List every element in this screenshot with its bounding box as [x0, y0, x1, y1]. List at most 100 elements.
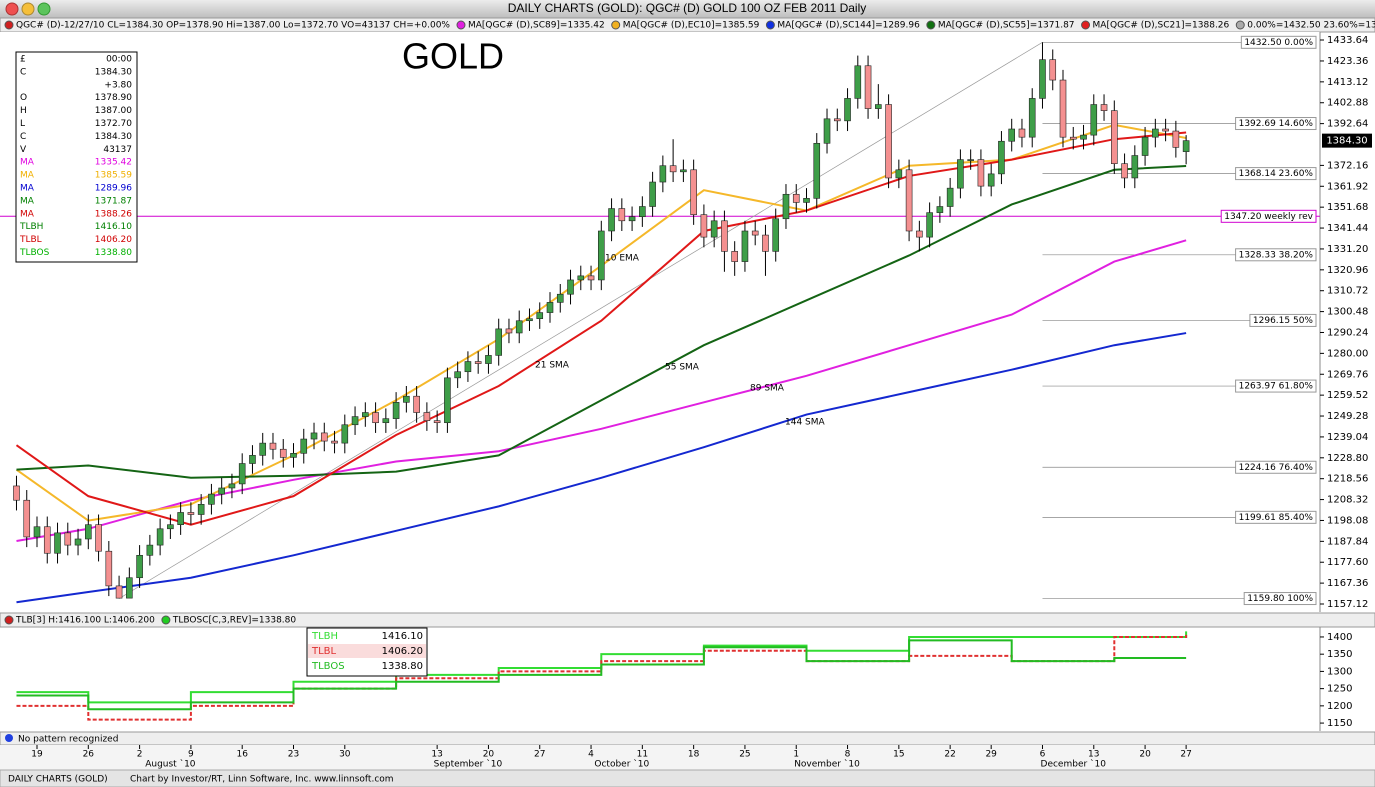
candle-body [751, 230, 759, 236]
candle-body [1080, 134, 1087, 140]
status-strip [0, 731, 1375, 746]
y-tick-label: 1331.20 [1327, 244, 1368, 255]
candle-body [228, 483, 236, 489]
candle-body [259, 442, 267, 456]
candle-body [844, 98, 851, 122]
minimize-button[interactable] [21, 2, 35, 16]
y-tick-label: 1259.52 [1327, 390, 1368, 401]
candle-body [54, 532, 61, 554]
moving-average-line [16, 239, 1187, 543]
y-tick-label: 1269.76 [1327, 369, 1368, 380]
data-box-label: H [20, 106, 27, 116]
candle-body [320, 432, 328, 442]
candle-body [331, 440, 338, 444]
candle-body [269, 442, 277, 450]
tlb-legend-value: 1416.10 [382, 631, 423, 642]
candle-body [792, 193, 800, 203]
candle-body [290, 453, 297, 458]
candle-body [813, 142, 821, 199]
candle-body [1018, 128, 1026, 138]
fib-label: 1224.16 76.40% [1239, 463, 1314, 473]
legend-dot [926, 20, 936, 30]
data-box-value: 1384.30 [95, 67, 132, 77]
candle-body [433, 420, 441, 424]
x-tick-label: 2 [137, 750, 143, 760]
candle-body [567, 279, 574, 295]
line-annotation: 10 EMA [605, 254, 640, 264]
data-box-label: MA [20, 184, 35, 194]
legend-entry: QGC# (D)-12/27/10 CL=1384.30 OP=1378.90 … [16, 21, 450, 31]
zoom-button[interactable] [37, 2, 51, 16]
candle-body [279, 448, 287, 458]
candle-body [372, 412, 379, 424]
candle-body [1182, 140, 1190, 152]
data-box-value: 1384.30 [95, 132, 132, 142]
y-tick-label: 1239.04 [1327, 432, 1368, 443]
moving-average-line [16, 332, 1187, 604]
candle-body [772, 218, 780, 252]
data-box-label: MA [20, 196, 35, 206]
candle-body [823, 118, 831, 144]
y-tick-label: 1167.36 [1327, 578, 1368, 589]
x-tick-label: 1 [793, 750, 799, 760]
candle-body [967, 159, 974, 161]
line-annotation: 55 SMA [665, 363, 700, 373]
candle-body [833, 118, 841, 122]
candle-body [649, 181, 656, 207]
chart-title: GOLD [402, 36, 504, 77]
footer-strip [0, 769, 1375, 787]
month-label: September `10 [434, 759, 503, 770]
candle-body [177, 512, 184, 526]
candle-body [1111, 110, 1118, 164]
y-tick-label: 1433.64 [1327, 35, 1368, 46]
y-tick-label: 1300 [1327, 666, 1352, 677]
data-box-label: MA [20, 209, 35, 219]
candle-body [187, 512, 195, 515]
candle-body [95, 524, 102, 552]
y-tick-label: 1249.28 [1327, 411, 1368, 422]
candle-body [587, 275, 595, 281]
legend-dot [456, 20, 466, 30]
month-label: November `10 [794, 759, 860, 770]
y-tick-label: 1290.24 [1327, 327, 1368, 338]
candle-body [115, 585, 123, 599]
legend-entry: MA[QGC# (D),SC89]=1335.42 [468, 21, 605, 31]
title-bar [0, 0, 1375, 18]
footer-text: Chart by Investor/RT, Linn Software, Inc… [130, 775, 394, 785]
x-tick-label: 20 [483, 750, 495, 760]
x-tick-label: 6 [1040, 750, 1046, 760]
tlb-legend-name: TLBH [311, 631, 338, 642]
candle-body [485, 355, 492, 364]
fib-label: 1328.33 38.20% [1239, 250, 1314, 260]
data-box-value: 43137 [103, 145, 132, 155]
fib-label: 1368.14 23.60% [1239, 169, 1314, 179]
candle-body [710, 220, 718, 238]
candle-body [1162, 128, 1169, 132]
last-price-label: 1384.30 [1326, 136, 1367, 147]
candle-body [659, 165, 667, 183]
x-tick-label: 18 [688, 750, 700, 760]
legend-entry: TLBOSC[C,3,REV]=1338.80 [172, 616, 296, 626]
data-box-label: C [20, 132, 26, 142]
candle-body [526, 318, 533, 322]
status-text: No pattern recognized [18, 735, 118, 745]
candle-body [895, 169, 903, 179]
x-tick-label: 27 [534, 750, 545, 760]
candle-body [977, 159, 985, 187]
candle-body [1121, 163, 1128, 179]
candle-body [474, 361, 482, 364]
candle-body [351, 416, 359, 426]
y-tick-label: 1198.08 [1327, 515, 1368, 526]
y-tick-label: 1341.44 [1327, 223, 1368, 234]
candle-body [515, 320, 523, 334]
close-button[interactable] [5, 2, 19, 16]
x-axis-strip [0, 745, 1375, 770]
x-tick-label: 30 [339, 750, 351, 760]
candle-body [74, 538, 82, 546]
data-box [15, 51, 138, 263]
y-tick-label: 1280.00 [1327, 348, 1368, 359]
fib-label: 1263.97 61.80% [1239, 382, 1314, 392]
legend-entry: MA[QGC# (D),EC10]=1385.59 [623, 21, 760, 31]
data-box-label: £ [20, 55, 26, 65]
candle-body [85, 524, 92, 540]
